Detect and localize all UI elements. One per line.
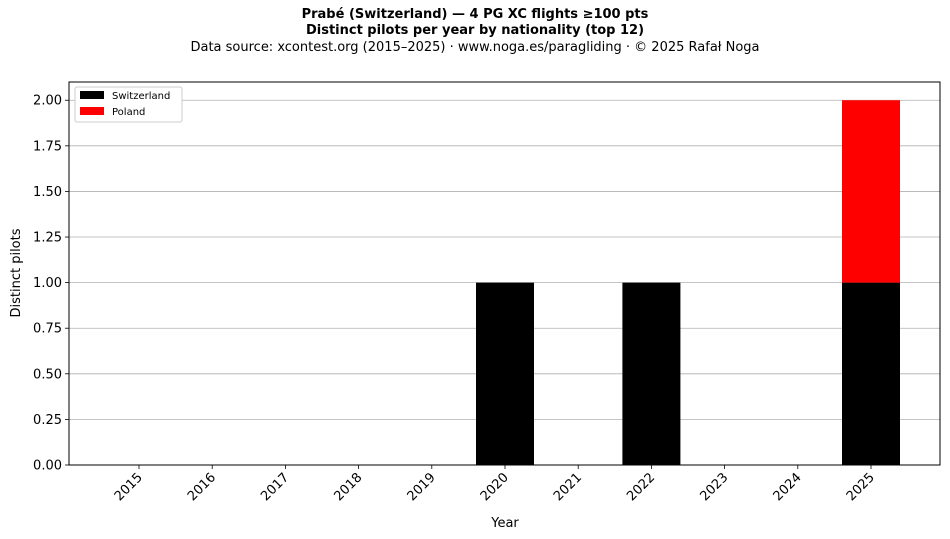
bar-switzerland-2025 (842, 282, 900, 465)
x-tick-label: 2022 (624, 470, 658, 504)
x-tick-label: 2024 (771, 470, 805, 504)
y-tick-label: 1.25 (33, 231, 62, 246)
legend-swatch-poland (80, 107, 104, 115)
y-tick-label: 0.75 (33, 322, 62, 337)
y-tick-label: 1.75 (33, 139, 62, 154)
bars (476, 100, 900, 465)
chart-titles: Prabé (Switzerland) — 4 PG XC flights ≥1… (0, 7, 950, 56)
x-tick-label: 2015 (112, 470, 146, 504)
chart-title: Prabé (Switzerland) — 4 PG XC flights ≥1… (301, 7, 649, 22)
x-axis: 2015 2016 2017 2018 2019 2020 2021 2022 2023 2024… (112, 465, 878, 504)
x-tick-label: 2020 (478, 470, 512, 504)
legend: Switzerland Poland (74, 86, 183, 123)
x-tick-label: 2023 (697, 470, 731, 504)
x-tick-label: 2025 (844, 470, 878, 504)
y-axis: 0.00 0.25 0.50 0.75 1.00 1.25 1.50 1.75 2.00 (33, 94, 69, 474)
x-tick-label: 2018 (331, 470, 365, 504)
legend-label-switzerland: Switzerland (112, 91, 170, 102)
plot-frame (68, 81, 941, 466)
y-tick-label: 0.25 (33, 413, 62, 428)
x-tick-label: 2016 (185, 470, 219, 504)
x-tick-label: 2019 (405, 470, 439, 504)
legend-swatch-switzerland (80, 91, 104, 99)
y-tick-label: 1.50 (33, 185, 62, 200)
y-tick-label: 0.50 (33, 367, 62, 382)
y-tick-label: 1.00 (33, 276, 62, 291)
legend-label-poland: Poland (112, 107, 145, 118)
y-tick-label: 2.00 (33, 94, 62, 109)
bar-poland-2025 (842, 100, 900, 283)
x-axis-label: Year (490, 516, 519, 531)
x-tick-label: 2017 (258, 470, 292, 504)
bar-switzerland-2022 (622, 282, 681, 465)
chart-source: Data source: xcontest.org (2015–2025) · … (190, 40, 760, 55)
y-tick-label: 0.00 (33, 459, 62, 474)
bar-switzerland-2020 (476, 282, 534, 465)
y-axis-label: Distinct pilots (9, 228, 24, 317)
chart-subtitle: Distinct pilots per year by nationality … (305, 23, 645, 38)
x-tick-label: 2021 (551, 470, 585, 504)
